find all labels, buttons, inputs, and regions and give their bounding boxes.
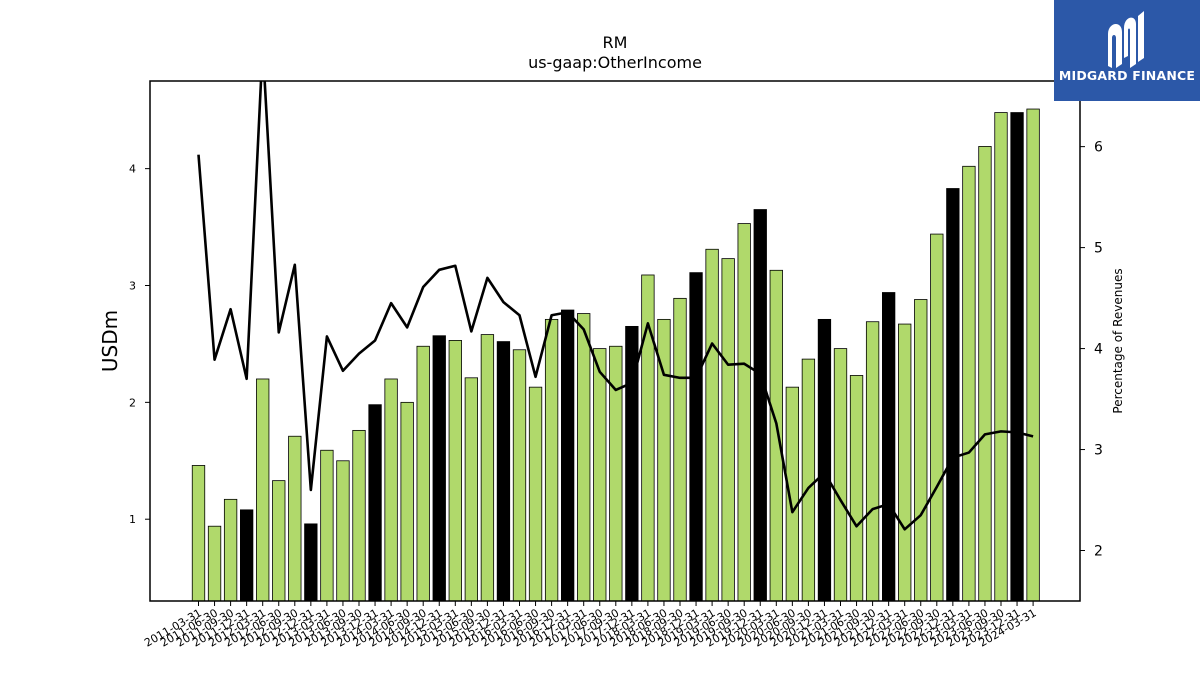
bar-2016-12-31 — [561, 309, 575, 602]
bar-2015-09-30 — [480, 334, 495, 602]
y-tick-label: 3 — [129, 279, 136, 292]
bar-2021-03-31 — [833, 348, 848, 602]
bar-2021-06-30 — [849, 375, 864, 602]
bar-2016-09-30 — [544, 318, 559, 602]
bar-2019-09-30 — [737, 223, 751, 602]
bar-2017-06-30 — [593, 348, 607, 602]
bar-2012-06-30 — [272, 480, 286, 602]
bar-2017-03-31 — [577, 313, 591, 602]
y2-axis-label: Percentage of Revenues — [1111, 268, 1125, 413]
bar-2016-06-30 — [528, 386, 543, 602]
bar-2011-06-30 — [207, 525, 222, 602]
y2-tick-label: 5 — [1094, 241, 1103, 257]
bar-2012-09-30 — [288, 435, 302, 602]
bar-2023-06-30 — [978, 146, 992, 602]
bar-series — [191, 108, 1040, 602]
bar-2014-03-31 — [384, 378, 398, 602]
bar-2022-06-30 — [914, 299, 928, 602]
right-axis: 2 3 4 5 6 — [1080, 140, 1103, 560]
bar-2018-12-31 — [689, 272, 703, 602]
bar-2023-03-31 — [962, 165, 976, 602]
bar-2022-03-31 — [898, 323, 912, 602]
bar-2024-03-31 — [1026, 108, 1040, 602]
bar-2023-12-31 — [1010, 112, 1024, 602]
y-tick-label: 1 — [129, 513, 136, 526]
bar-2012-12-31 — [304, 523, 318, 602]
bar-2022-12-31 — [946, 188, 960, 602]
bar-2014-12-31 — [432, 335, 446, 602]
percentage-line — [197, 81, 1034, 531]
bar-2021-12-31 — [882, 292, 896, 602]
bar-2013-09-30 — [352, 429, 366, 602]
bar-2019-03-31 — [705, 248, 719, 602]
logo-text: MIDGARD FINANCE — [1058, 68, 1196, 83]
y2-tick-label: 4 — [1094, 342, 1103, 358]
bar-2022-09-30 — [930, 233, 944, 602]
bar-2015-03-31 — [448, 340, 462, 602]
bar-2011-12-31 — [239, 509, 254, 602]
bar-2014-09-30 — [416, 345, 430, 602]
left-axis: 1 2 3 4 — [129, 163, 150, 526]
bar-2020-03-31 — [769, 269, 783, 602]
bar-2014-06-30 — [400, 401, 414, 602]
bar-2023-09-30 — [994, 112, 1008, 602]
bar-2020-09-30 — [801, 358, 816, 602]
brand-logo: MIDGARD FINANCE — [1054, 0, 1200, 101]
chart-title-group: RM us-gaap:OtherIncome — [528, 33, 702, 72]
bar-2013-12-31 — [368, 404, 382, 602]
y-tick-label: 4 — [129, 163, 136, 176]
bar-2021-09-30 — [865, 321, 880, 602]
bar-2011-03-31 — [191, 465, 206, 602]
logo-mark-icon — [1108, 11, 1144, 68]
x-axis: 2011-03-312011-06-302011-09-302011-12-31… — [142, 601, 1039, 650]
bar-2020-12-31 — [817, 318, 832, 602]
bar-2015-06-30 — [464, 377, 479, 602]
y2-tick-label: 2 — [1094, 544, 1103, 560]
bar-2011-09-30 — [223, 498, 238, 602]
plot-frame — [149, 80, 1081, 602]
y2-tick-label: 6 — [1094, 140, 1103, 156]
bar-2019-06-30 — [721, 258, 735, 602]
bar-2013-06-30 — [336, 460, 350, 602]
y-tick-label: 2 — [129, 396, 136, 409]
bar-2016-03-31 — [512, 349, 527, 602]
line-series — [197, 81, 1034, 531]
chart-title: RM — [603, 33, 628, 52]
bar-2018-09-30 — [673, 297, 687, 602]
bar-2019-12-31 — [753, 209, 767, 602]
bar-2012-03-31 — [256, 378, 270, 602]
y-axis-label: USDm — [98, 310, 122, 372]
y2-tick-label: 3 — [1094, 443, 1103, 459]
bar-2015-12-31 — [496, 341, 511, 602]
bar-2013-03-31 — [320, 449, 334, 602]
chart-subtitle: us-gaap:OtherIncome — [528, 53, 702, 72]
